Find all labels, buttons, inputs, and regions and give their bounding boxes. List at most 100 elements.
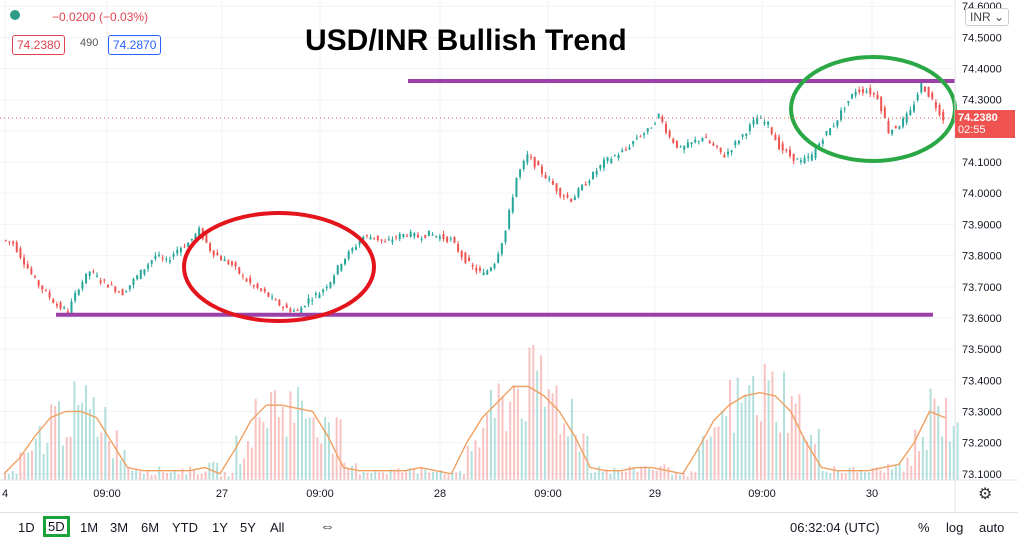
volume-bar <box>262 421 265 480</box>
price-chart[interactable]: 74.600074.500074.400074.300074.200074.10… <box>0 0 1018 512</box>
volume-bar <box>763 363 766 480</box>
volume-bar <box>644 466 647 480</box>
time-axis[interactable]: 4 09:00 27 09:00 28 09:00 29 09:00 30 <box>2 488 878 500</box>
volume-bar <box>397 468 400 480</box>
price-axis[interactable]: 74.600074.500074.400074.300074.200074.10… <box>962 1 1002 481</box>
candle-body <box>767 121 770 125</box>
candle-body <box>292 310 295 312</box>
volume-bar <box>810 434 813 480</box>
candle-body <box>354 246 357 250</box>
tf-all[interactable]: All <box>270 520 285 535</box>
percent-toggle[interactable]: % <box>918 520 930 535</box>
y-tick-label: 73.1000 <box>962 469 1002 481</box>
volume-bar <box>821 470 824 480</box>
x-tick-label: 09:00 <box>93 488 121 500</box>
tf-3m[interactable]: 3M <box>110 520 129 535</box>
volume-bar <box>671 474 674 480</box>
calendar-range-icon[interactable]: ⇔ <box>320 518 335 535</box>
volume-bar <box>15 473 18 480</box>
candle-body <box>424 234 427 238</box>
volume-bar <box>729 380 732 480</box>
candle-body <box>369 237 372 240</box>
candle-body <box>278 299 281 306</box>
bid-price-button[interactable]: 74.2380 <box>12 35 66 55</box>
currency-select[interactable]: INR ⌄ <box>965 8 1010 26</box>
volume-bar <box>385 474 388 480</box>
volume-bar <box>767 380 770 480</box>
tf-5y[interactable]: 5Y <box>240 520 256 535</box>
volume-bar <box>910 465 913 480</box>
volume-bar <box>69 436 72 480</box>
volume-bar <box>108 441 111 480</box>
volume-bar <box>844 473 847 480</box>
candle-body <box>570 198 573 202</box>
candle-body <box>344 258 347 265</box>
volume-bar <box>474 440 477 480</box>
volume-bar <box>756 415 759 480</box>
candle-body <box>99 280 102 283</box>
volume-bar <box>466 446 469 480</box>
gear-icon[interactable]: ⚙ <box>978 486 993 503</box>
ask-price-button[interactable]: 74.2870 <box>108 35 162 55</box>
volume-bar <box>254 398 257 480</box>
y-tick-label: 73.5000 <box>962 344 1002 356</box>
volume-bar <box>243 458 246 480</box>
candle-body <box>74 292 77 301</box>
candle-body <box>573 196 576 201</box>
volume-bar <box>42 453 45 480</box>
volume-bar <box>725 415 728 480</box>
volume-bar <box>439 470 442 480</box>
x-tick-label: 09:00 <box>534 488 562 500</box>
candle-body <box>77 289 80 295</box>
candle-body <box>438 236 441 239</box>
volume-bar <box>941 436 944 480</box>
volume-bar <box>34 438 37 480</box>
candle-body <box>19 248 22 258</box>
tf-5d[interactable]: 5D <box>43 516 70 537</box>
y-tick-label: 73.3000 <box>962 406 1002 418</box>
candle-body <box>854 91 857 96</box>
auto-toggle[interactable]: auto <box>979 520 1005 535</box>
candle-body <box>719 147 722 153</box>
tf-1m[interactable]: 1M <box>80 520 99 535</box>
tf-ytd[interactable]: YTD <box>172 520 198 535</box>
volume-bar <box>752 375 755 480</box>
volume-bar <box>81 402 84 480</box>
candle-body <box>916 94 919 101</box>
candle-body <box>114 286 117 292</box>
candle-body <box>420 238 423 240</box>
candle-body <box>81 282 84 289</box>
volume-bar <box>933 398 936 480</box>
current-price-tag: 74.2380 02:55 <box>955 110 1015 138</box>
volume-bar <box>169 472 172 480</box>
candle-body <box>209 243 212 251</box>
candle-body <box>559 188 562 197</box>
volume-bar <box>381 472 384 480</box>
candle-body <box>774 134 777 141</box>
tf-6m[interactable]: 6M <box>141 520 160 535</box>
volume-bar <box>513 385 516 480</box>
y-tick-label: 73.7000 <box>962 282 1002 294</box>
candle-body <box>588 181 591 184</box>
candle-body <box>132 279 135 285</box>
candle-body <box>351 248 354 252</box>
candle-body <box>409 231 412 237</box>
utc-clock[interactable]: 06:32:04 (UTC) <box>790 520 880 535</box>
volume-bar <box>57 401 60 480</box>
volume-bar <box>628 466 631 480</box>
volume-bar <box>555 385 558 480</box>
candle-body <box>763 122 766 124</box>
candle-body <box>384 241 387 243</box>
log-toggle[interactable]: log <box>946 520 964 535</box>
volume-bar <box>27 452 30 480</box>
chart-title: USD/INR Bullish Trend <box>305 24 627 57</box>
tf-1d[interactable]: 1D <box>18 520 35 535</box>
candle-body <box>898 126 901 130</box>
candle-body <box>468 257 471 261</box>
candle-body <box>227 260 230 265</box>
candle-body <box>150 260 153 264</box>
candle-body <box>832 126 835 128</box>
tf-1y[interactable]: 1Y <box>212 520 228 535</box>
candle-body <box>876 94 879 99</box>
volume-bar <box>416 473 419 480</box>
